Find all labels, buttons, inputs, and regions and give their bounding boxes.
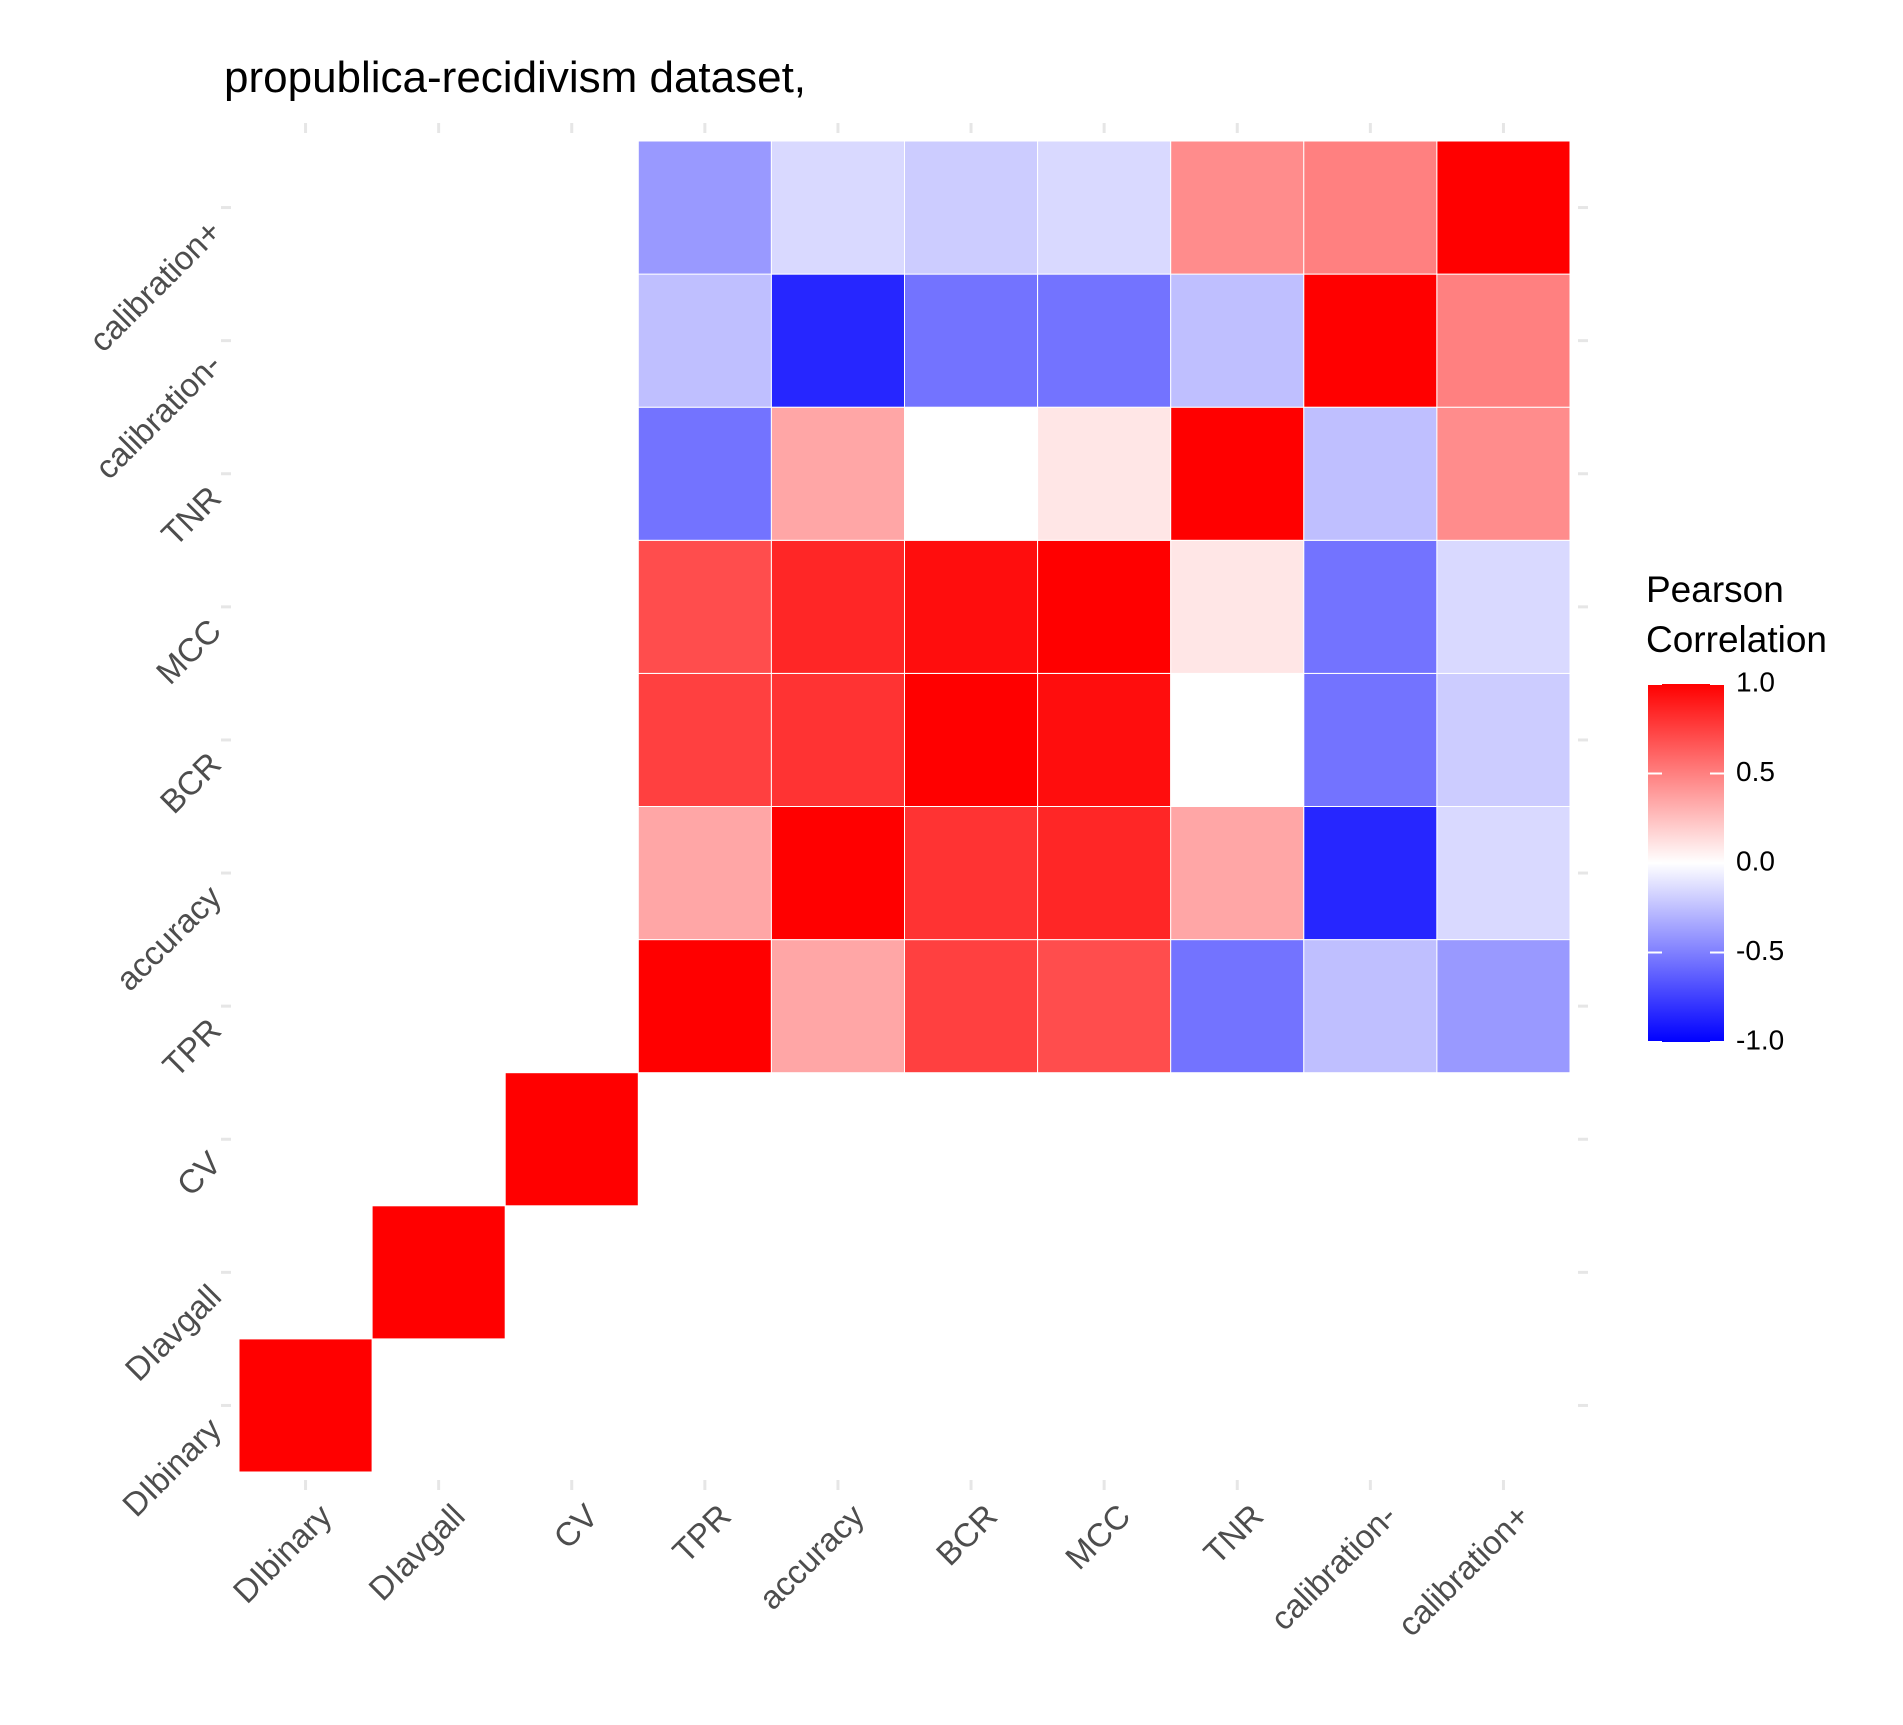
heatmap-cell-MCC-accuracy — [770, 539, 906, 674]
heatmap-cell-calibration+-MCC — [1037, 140, 1172, 275]
y-tick-label-BCR: BCR — [153, 745, 228, 820]
y-tick-label-DIavgall: DIavgall — [118, 1277, 228, 1387]
legend: Pearson Correlation 1.0 0.5 0.0 -0.5 -1.0 — [1646, 569, 1827, 1055]
y-tick-label-CV: CV — [170, 1144, 229, 1203]
y-tick-label-DIbinary: DIbinary — [115, 1410, 228, 1523]
heatmap-cell-calibration--TPR — [637, 273, 772, 408]
legend-tick-label-4: -1.0 — [1736, 1024, 1784, 1055]
heatmap-cell-TNR-calibration+ — [1436, 406, 1571, 541]
heatmap-cell-TNR-TNR — [1170, 406, 1305, 541]
x-tick-label-MCC: MCC — [1058, 1497, 1137, 1576]
y-tick-label-accuracy: accuracy — [109, 878, 229, 998]
heatmap-cell-BCR-TNR — [1170, 672, 1305, 808]
heatmap-cell-calibration--calibration+ — [1436, 273, 1571, 408]
x-tick-label-CV: CV — [546, 1497, 605, 1556]
heatmap-cell-TPR-calibration- — [1303, 939, 1438, 1074]
heatmap-cell-TPR-MCC — [1037, 939, 1172, 1074]
x-tick-label-TNR: TNR — [1196, 1497, 1270, 1571]
heatmap-cell-accuracy-calibration- — [1303, 806, 1438, 941]
heatmap-cell-accuracy-TNR — [1170, 806, 1305, 941]
legend-tick-label-1: 0.5 — [1736, 756, 1775, 787]
legend-tick-label-3: -0.5 — [1736, 935, 1784, 966]
heatmap-cell-TNR-BCR — [904, 406, 1039, 541]
heatmap-cell-calibration--accuracy — [770, 273, 906, 408]
heatmap-cell-calibration+-accuracy — [770, 140, 906, 275]
heatmap-cell-calibration+-TNR — [1170, 140, 1305, 275]
heatmap-cell-calibration+-TPR — [637, 140, 772, 275]
legend-ticks: 1.0 0.5 0.0 -0.5 -1.0 — [1648, 666, 1784, 1055]
y-tick-label-calibration-: calibration- — [88, 346, 228, 486]
heatmap-cell-MCC-TPR — [637, 539, 772, 674]
heatmap-cell-DIbinary-DIbinary — [238, 1338, 373, 1473]
x-axis-tick-labels: DIbinary DIavgall CV TPR accuracy BCR MCC TNRca… — [226, 1497, 1537, 1644]
heatmap-cells — [238, 140, 1571, 1473]
heatmap-cell-TPR-BCR — [904, 939, 1039, 1074]
heatmap-cell-accuracy-accuracy — [770, 806, 906, 941]
x-tick-label-TPR: TPR — [665, 1497, 738, 1570]
heatmap-cell-MCC-calibration- — [1303, 539, 1438, 674]
heatmap-cell-calibration--calibration- — [1303, 273, 1438, 408]
y-tick-label-TPR: TPR — [155, 1011, 228, 1084]
y-tick-label-TNR: TNR — [154, 479, 228, 553]
y-tick-label-calibration+: calibration+ — [82, 213, 228, 359]
heatmap-cell-MCC-BCR — [904, 539, 1039, 674]
heatmap-cell-BCR-calibration+ — [1436, 672, 1571, 808]
legend-tick-label-2: 0.0 — [1736, 845, 1775, 876]
chart-title: propublica-recidivism dataset, — [224, 53, 806, 102]
heatmap-cell-calibration--TNR — [1170, 273, 1305, 408]
heatmap-cell-DIavgall-DIavgall — [371, 1205, 506, 1340]
heatmap-cell-TPR-TPR — [637, 939, 772, 1074]
y-axis-tick-marks — [221, 206, 1588, 1407]
heatmap-cell-TPR-calibration+ — [1436, 939, 1571, 1074]
x-tick-label-calibration+: calibration+ — [1390, 1497, 1536, 1643]
y-tick-label-MCC: MCC — [149, 612, 228, 691]
x-tick-label-BCR: BCR — [929, 1497, 1004, 1572]
heatmap-cell-TNR-calibration- — [1303, 406, 1438, 541]
heatmap-cell-calibration--BCR — [904, 273, 1039, 408]
heatmap-cell-accuracy-TPR — [637, 806, 772, 941]
heatmap-cell-MCC-MCC — [1037, 539, 1172, 674]
heatmap-cell-CV-CV — [504, 1072, 639, 1207]
heatmap-cell-BCR-BCR — [904, 672, 1039, 808]
x-tick-label-DIbinary: DIbinary — [226, 1497, 339, 1610]
legend-tick-label-0: 1.0 — [1736, 666, 1775, 697]
x-tick-label-DIavgall: DIavgall — [361, 1497, 471, 1607]
heatmap-cell-accuracy-BCR — [904, 806, 1039, 941]
heatmap-cell-MCC-calibration+ — [1436, 539, 1571, 674]
heatmap-cell-BCR-accuracy — [770, 672, 906, 808]
heatmap-cell-BCR-calibration- — [1303, 672, 1438, 808]
heatmap-cell-TPR-TNR — [1170, 939, 1305, 1074]
heatmap-cell-calibration+-calibration+ — [1436, 140, 1571, 275]
heatmap-cell-accuracy-MCC — [1037, 806, 1172, 941]
heatmap-cell-accuracy-calibration+ — [1436, 806, 1571, 941]
heatmap-cell-calibration+-BCR — [904, 140, 1039, 275]
heatmap-cell-MCC-TNR — [1170, 539, 1305, 674]
heatmap-cell-calibration--MCC — [1037, 273, 1172, 408]
heatmap-cell-calibration+-calibration- — [1303, 140, 1438, 275]
x-tick-label-calibration-: calibration- — [1263, 1497, 1403, 1637]
x-axis-tick-marks — [304, 123, 1505, 1490]
heatmap-cell-TNR-accuracy — [770, 406, 906, 541]
x-tick-label-accuracy: accuracy — [752, 1497, 872, 1617]
legend-title-line-1: Pearson — [1646, 569, 1784, 610]
legend-title-line-2: Correlation — [1646, 619, 1827, 660]
y-axis-tick-labels: DIbinaryDIavgallCVTPRaccuracyBCRMCCTNRca… — [82, 213, 229, 1524]
heatmap-cell-TPR-accuracy — [770, 939, 906, 1074]
heatmap-cell-TNR-MCC — [1037, 406, 1172, 541]
heatmap-cell-TNR-TPR — [637, 406, 772, 541]
heatmap-cell-BCR-TPR — [637, 672, 772, 808]
heatmap-cell-BCR-MCC — [1037, 672, 1172, 808]
